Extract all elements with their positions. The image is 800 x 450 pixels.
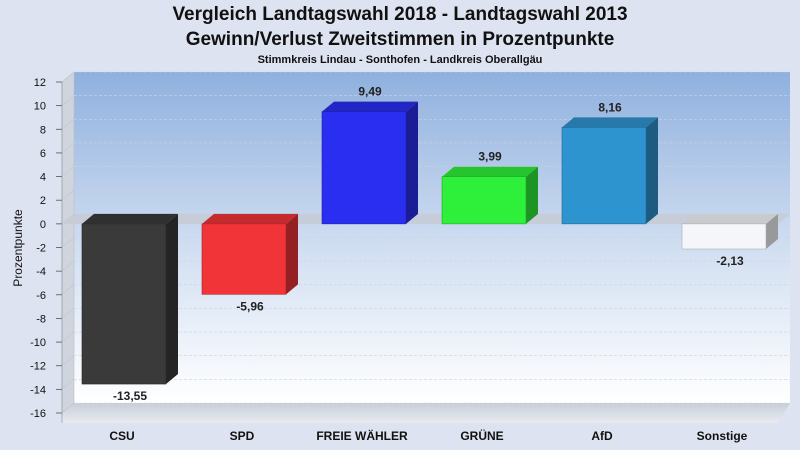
data-label: -2,13	[716, 254, 744, 268]
data-label: 3,99	[478, 150, 502, 164]
y-tick-label: -16	[30, 408, 46, 420]
y-tick-label: -10	[30, 337, 46, 349]
y-axis-ticks: 12 10 8 6 4 2 0 -2 -4 -6 -8 -10 -12 -14 -16	[30, 77, 62, 420]
y-tick-label: -6	[36, 290, 46, 302]
chart-title: Vergleich Landtagswahl 2018 - Landtagswa…	[172, 4, 628, 25]
y-tick-label: -4	[36, 266, 46, 278]
bars	[81, 101, 778, 385]
x-tick-label: CSU	[109, 429, 134, 443]
y-tick-label: 4	[40, 172, 46, 184]
y-tick-label: 6	[40, 148, 46, 160]
x-tick-label: AfD	[591, 429, 613, 443]
x-axis-ticks: CSU SPD FREIE WÄHLER GRÜNE AfD Sonstige	[109, 428, 747, 443]
data-label: 8,16	[598, 100, 622, 114]
y-tick-label: -12	[30, 361, 46, 373]
data-label: -13,55	[113, 389, 147, 403]
chart-subtitle: Gewinn/Verlust Zweitstimmen in Prozentpu…	[185, 29, 615, 50]
bar	[321, 101, 418, 225]
y-tick-label: 2	[40, 195, 46, 207]
bar	[81, 213, 178, 385]
x-tick-label: GRÜNE	[460, 428, 503, 443]
y-tick-label: 0	[40, 219, 46, 231]
y-axis-label: Prozentpunkte	[11, 209, 25, 287]
data-label: -5,96	[236, 299, 264, 313]
y-tick-label: -14	[30, 384, 46, 396]
x-tick-label: FREIE WÄHLER	[316, 428, 408, 443]
bar	[201, 213, 298, 295]
bar	[441, 166, 538, 225]
data-labels: -13,55 -5,96 9,49 3,99 8,16 -2,13	[113, 85, 744, 403]
chart-subtitle-region: Stimmkreis Lindau - Sonthofen - Landkrei…	[257, 54, 543, 66]
y-tick-label: 10	[34, 101, 46, 113]
y-tick-label: -2	[36, 243, 46, 255]
x-tick-label: SPD	[230, 429, 255, 443]
y-tick-label: 12	[34, 77, 46, 89]
data-label: 9,49	[358, 85, 382, 99]
x-tick-label: Sonstige	[697, 429, 748, 443]
bar	[681, 213, 778, 250]
y-tick-label: 8	[40, 124, 46, 136]
bar	[561, 117, 658, 225]
y-tick-label: -8	[36, 313, 46, 325]
